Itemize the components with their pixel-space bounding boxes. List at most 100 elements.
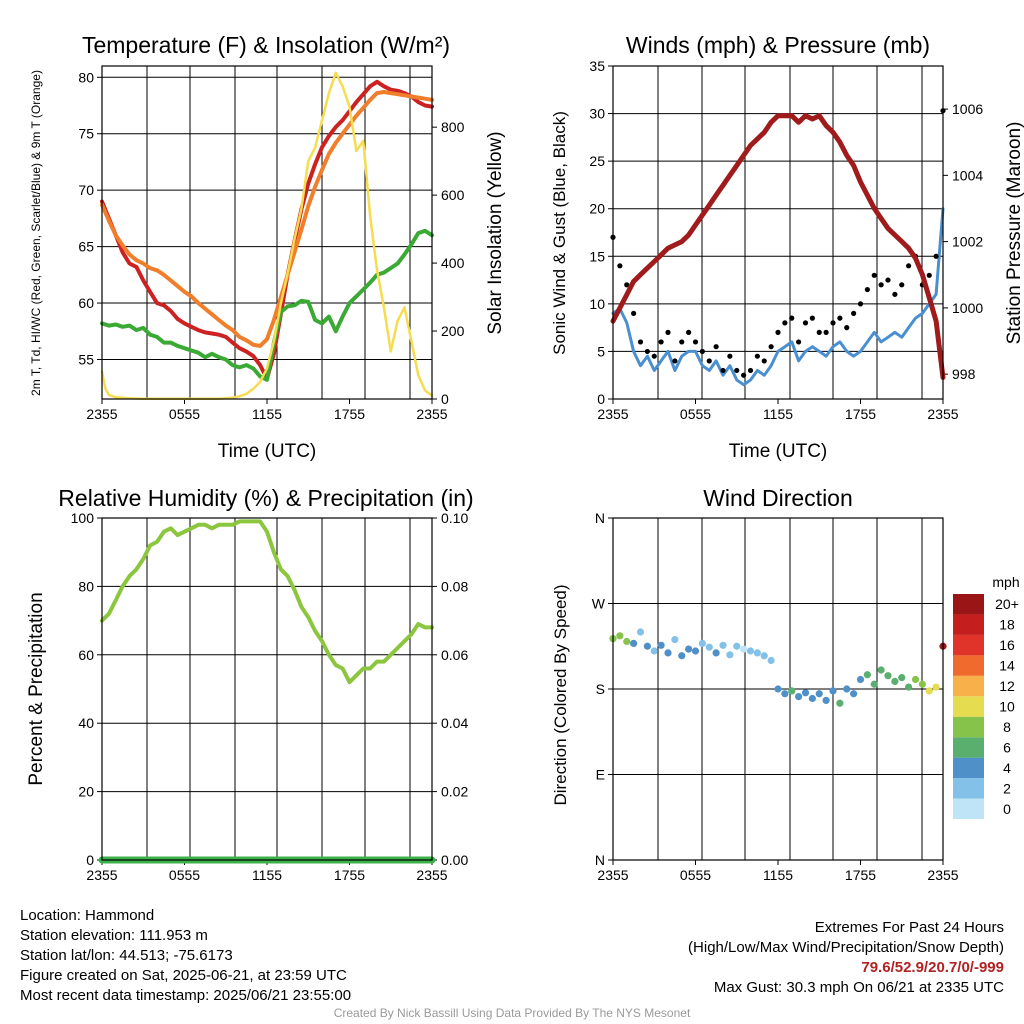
figure-created: Figure created on Sat, 2025-06-21, at 23… <box>20 967 347 984</box>
y-tick-label: 30 <box>589 106 605 122</box>
gust-point <box>617 263 623 269</box>
direction-point <box>691 647 700 655</box>
direction-point <box>712 649 720 657</box>
series-line-relative-humidity <box>100 519 434 685</box>
gust-point <box>802 320 809 326</box>
y-tick-label: N <box>595 852 605 868</box>
station-latlon: Station lat/lon: 44.513; -75.6173 <box>20 947 233 964</box>
y-tick-label: 100 <box>71 510 95 526</box>
direction-point <box>685 645 693 653</box>
panel-title: Winds (mph) & Pressure (mb) <box>626 32 930 58</box>
y-tick-label: E <box>596 767 605 783</box>
direction-point <box>657 641 665 649</box>
plot-frame <box>101 517 433 861</box>
x-tick-label: 0555 <box>169 406 200 422</box>
y-tick-label: 75 <box>78 126 94 142</box>
colorbar-label: 10 <box>999 699 1015 715</box>
x-tick-label: 1155 <box>252 406 282 422</box>
direction-point <box>643 642 651 650</box>
colorbar-label: 14 <box>999 658 1015 674</box>
y-tick-label: N <box>595 510 605 526</box>
direction-point <box>767 656 775 665</box>
gust-point <box>741 372 747 378</box>
direction-point <box>932 683 940 691</box>
x-tick-label: 0555 <box>680 406 711 422</box>
colorbar-swatch <box>953 737 984 758</box>
series-line-sonic-wind <box>611 207 945 387</box>
direction-point <box>925 687 933 695</box>
y-tick-label: 10 <box>589 296 605 312</box>
gust-point <box>686 329 692 335</box>
colorbar-swatch <box>953 798 984 819</box>
gust-point <box>878 282 884 288</box>
gust-point <box>782 320 788 326</box>
colorbar-label: 20+ <box>995 596 1019 612</box>
direction-point <box>822 696 830 705</box>
colorbar-label: 18 <box>999 617 1015 633</box>
gust-point <box>809 315 815 321</box>
direction-point <box>781 690 789 698</box>
gust-point <box>864 286 870 293</box>
y-axis-label-left: Percent & Precipitation <box>26 592 47 785</box>
direction-point <box>836 699 844 707</box>
direction-point <box>733 642 741 650</box>
y-tick-label: 60 <box>78 647 94 663</box>
direction-point <box>671 636 679 644</box>
x-axis-label: Time (UTC) <box>218 441 317 462</box>
x-tick-label: 1755 <box>334 867 365 883</box>
humidity-precipitation-panel: Relative Humidity (%) & Precipitation (i… <box>26 485 474 883</box>
series-line-solar-insolation <box>100 71 434 400</box>
extremes-values: 79.6/52.9/20.7/0/-999 <box>861 959 1004 976</box>
y-tick-label: 15 <box>589 248 605 264</box>
y-tick-label: 25 <box>589 153 605 169</box>
x-tick-label: 1755 <box>845 867 876 883</box>
gust-point <box>844 325 850 331</box>
direction-point <box>788 687 796 695</box>
colorbar-label: 2 <box>1003 780 1011 796</box>
gust-point <box>885 277 891 283</box>
x-tick-label: 1155 <box>763 867 793 883</box>
gust-point <box>775 329 781 335</box>
y-tick-label: 70 <box>78 182 94 198</box>
station-elevation: Station elevation: 111.953 m <box>20 927 208 944</box>
gust-point <box>637 339 644 345</box>
direction-point <box>753 649 761 657</box>
colorbar-label: 0 <box>1003 801 1011 817</box>
x-tick-label: 2355 <box>927 867 958 883</box>
x-tick-label: 2355 <box>927 406 958 422</box>
colorbar-label: 12 <box>999 678 1015 694</box>
y-tick-label: S <box>596 681 605 697</box>
y-axis-label-left: Sonic Wind & Gust (Blue, Black) <box>550 111 569 355</box>
y-right-tick-label: 0.04 <box>441 715 468 731</box>
y-tick-label: 80 <box>78 69 94 85</box>
x-tick-label: 1155 <box>763 406 793 422</box>
direction-point <box>911 675 920 684</box>
y-tick-label: 35 <box>589 58 605 74</box>
y-tick-label: 5 <box>597 343 605 359</box>
x-tick-label: 2355 <box>86 867 117 883</box>
station-info: Location: Hammond Station elevation: 111… <box>20 906 351 1006</box>
winds-pressure-panel: Winds (mph) & Pressure (mb) 2355 0555 1155 1… <box>550 32 1024 462</box>
panel-title: Wind Direction <box>703 485 853 511</box>
x-tick-label: 1755 <box>334 406 365 422</box>
gust-point <box>926 272 932 278</box>
series-line-station-pressure <box>610 113 946 380</box>
direction-point <box>698 639 706 648</box>
gust-point <box>706 358 712 364</box>
direction-point <box>829 687 837 695</box>
station-location: Location: Hammond <box>20 907 155 924</box>
gust-point <box>851 310 857 316</box>
panel-title: Relative Humidity (%) & Precipitation (i… <box>58 485 473 511</box>
direction-point <box>856 675 865 684</box>
y-right-tick-label: 400 <box>441 255 465 271</box>
colorbar-swatch <box>953 675 984 697</box>
gust-point <box>734 367 740 374</box>
y-right-tick-label: 1002 <box>952 234 983 250</box>
y-axis-label-right: Station Pressure (Maroon) <box>1004 122 1024 345</box>
x-tick-label: 2355 <box>597 867 628 883</box>
gust-point <box>713 344 719 350</box>
colorbar-swatch <box>953 778 984 799</box>
y-right-tick-label: 1004 <box>952 167 983 183</box>
direction-point <box>774 685 782 693</box>
